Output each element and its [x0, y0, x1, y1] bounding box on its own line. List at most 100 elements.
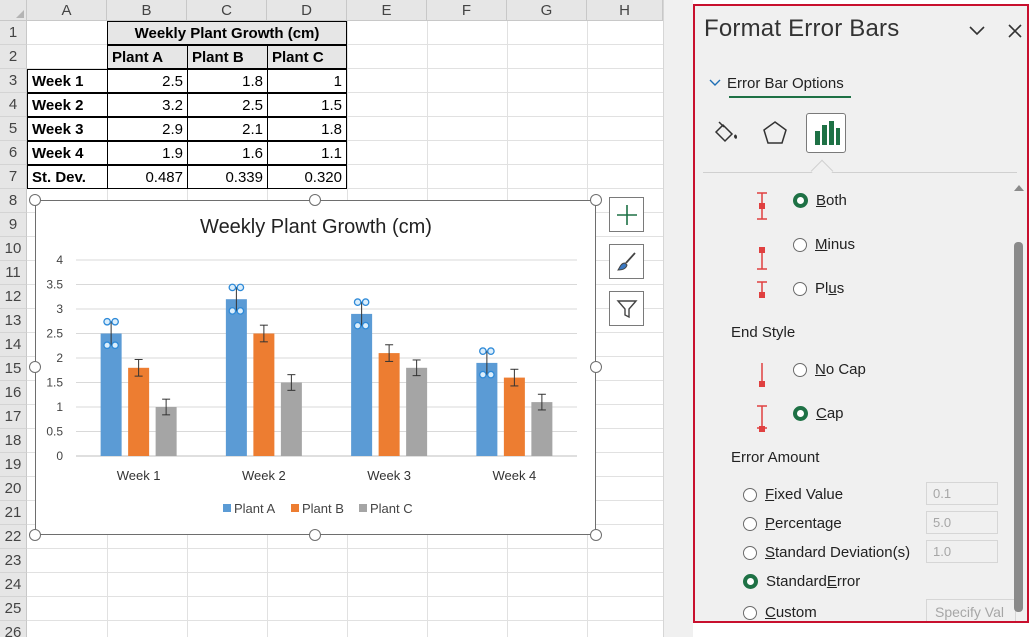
vertical-scroll-area[interactable] — [663, 0, 693, 637]
resize-handle-top-left[interactable] — [29, 194, 41, 206]
fixed-value-input[interactable]: 0.1 — [926, 482, 998, 505]
header-plant-c[interactable]: Plant C — [267, 45, 347, 69]
row-header[interactable]: 15 — [0, 357, 27, 381]
row-header[interactable]: 22 — [0, 525, 27, 549]
row-header[interactable]: 2 — [0, 45, 27, 69]
resize-handle-bottom-right[interactable] — [590, 529, 602, 541]
direction-plus-radio[interactable] — [793, 281, 807, 296]
row-label-cell[interactable]: Week 2 — [27, 93, 108, 117]
data-cell[interactable]: 2.5 — [187, 93, 268, 117]
tab-error-bar-options[interactable] — [806, 113, 846, 153]
data-cell[interactable]: 1.6 — [187, 141, 268, 165]
select-all-corner[interactable] — [0, 0, 27, 21]
column-header-h[interactable]: H — [587, 0, 663, 21]
chart-styles-button[interactable] — [609, 244, 644, 279]
data-cell[interactable]: 2.9 — [107, 117, 188, 141]
data-cell[interactable]: 1.1 — [267, 141, 347, 165]
row-label-cell[interactable]: Week 4 — [27, 141, 108, 165]
data-cell[interactable]: 2.1 — [187, 117, 268, 141]
pane-close-button[interactable] — [1004, 20, 1026, 42]
column-header-c[interactable]: C — [187, 0, 267, 21]
data-cell[interactable]: 1.9 — [107, 141, 188, 165]
row-header[interactable]: 19 — [0, 453, 27, 477]
tab-fill-line[interactable] — [705, 113, 745, 153]
column-header-b[interactable]: B — [107, 0, 187, 21]
row-header[interactable]: 25 — [0, 597, 27, 621]
data-cell[interactable]: 1.8 — [267, 117, 347, 141]
data-cell[interactable]: 2.5 — [107, 69, 188, 93]
row-header[interactable]: 20 — [0, 477, 27, 501]
data-cell[interactable]: 1.5 — [267, 93, 347, 117]
chart-filters-button[interactable] — [609, 291, 644, 326]
row-header[interactable]: 7 — [0, 165, 27, 189]
custom-radio[interactable] — [743, 605, 757, 620]
row-header[interactable]: 23 — [0, 549, 27, 573]
data-cell[interactable]: 0.487 — [107, 165, 188, 189]
pane-scrollbar-thumb[interactable] — [1014, 242, 1023, 612]
resize-handle-right[interactable] — [590, 361, 602, 373]
resize-handle-left[interactable] — [29, 361, 41, 373]
row-header[interactable]: 14 — [0, 333, 27, 357]
row-header[interactable]: 4 — [0, 93, 27, 117]
data-cell[interactable]: 1.8 — [187, 69, 268, 93]
row-label-cell[interactable]: Week 3 — [27, 117, 108, 141]
direction-both-radio[interactable] — [793, 193, 808, 208]
no-cap-radio[interactable] — [793, 362, 807, 377]
chart-elements-button[interactable] — [609, 197, 644, 232]
percentage-input[interactable]: 5.0 — [926, 511, 998, 534]
row-header[interactable]: 10 — [0, 237, 27, 261]
direction-minus-radio[interactable] — [793, 237, 807, 252]
tab-effects[interactable] — [755, 113, 795, 153]
resize-handle-bottom-left[interactable] — [29, 529, 41, 541]
column-header-d[interactable]: D — [267, 0, 347, 21]
row-header[interactable]: 8 — [0, 189, 27, 213]
row-header[interactable]: 13 — [0, 309, 27, 333]
row-header[interactable]: 11 — [0, 261, 27, 285]
row-label-cell[interactable]: St. Dev. — [27, 165, 108, 189]
row-header[interactable]: 17 — [0, 405, 27, 429]
data-cell[interactable]: 0.339 — [187, 165, 268, 189]
chart-area[interactable]: Weekly Plant Growth (cm) 0 0.5 1 1.5 2 2.5 3 3.5… — [35, 200, 596, 535]
row-header[interactable]: 12 — [0, 285, 27, 309]
row-header[interactable]: 16 — [0, 381, 27, 405]
error-bar-options-section[interactable]: Error Bar Options — [709, 68, 844, 98]
row-header[interactable]: 1 — [0, 21, 27, 45]
row-header[interactable]: 21 — [0, 501, 27, 525]
column-header-e[interactable]: E — [347, 0, 427, 21]
resize-handle-top[interactable] — [309, 194, 321, 206]
row-label-cell[interactable]: Week 1 — [27, 69, 108, 93]
row-header[interactable]: 18 — [0, 429, 27, 453]
data-cell[interactable]: 3.2 — [107, 93, 188, 117]
row-header[interactable]: 3 — [0, 69, 27, 93]
column-header-a[interactable]: A — [27, 0, 107, 21]
standard-deviation-input[interactable]: 1.0 — [926, 540, 998, 563]
header-plant-a[interactable]: Plant A — [107, 45, 188, 69]
pane-options-button[interactable] — [966, 20, 988, 42]
header-plant-b[interactable]: Plant B — [187, 45, 268, 69]
data-cell[interactable]: 0.320 — [267, 165, 347, 189]
data-cell[interactable]: 1 — [267, 69, 347, 93]
percentage-radio[interactable] — [743, 516, 757, 531]
specify-value-button[interactable]: Specify Val — [926, 599, 1016, 621]
row-header[interactable]: 5 — [0, 117, 27, 141]
table-title-cell[interactable]: Weekly Plant Growth (cm) — [107, 21, 347, 45]
direction-plus-option[interactable]: Pl u s — [793, 280, 844, 297]
row-header[interactable]: 24 — [0, 573, 27, 597]
standard-error-radio[interactable] — [743, 574, 758, 589]
row-header[interactable]: 9 — [0, 213, 27, 237]
resize-handle-bottom[interactable] — [309, 529, 321, 541]
row-header[interactable]: 26 — [0, 621, 27, 637]
column-header-g[interactable]: G — [507, 0, 587, 21]
row-header[interactable]: 6 — [0, 141, 27, 165]
resize-handle-top-right[interactable] — [590, 194, 602, 206]
standard-deviation-radio[interactable] — [743, 545, 757, 560]
